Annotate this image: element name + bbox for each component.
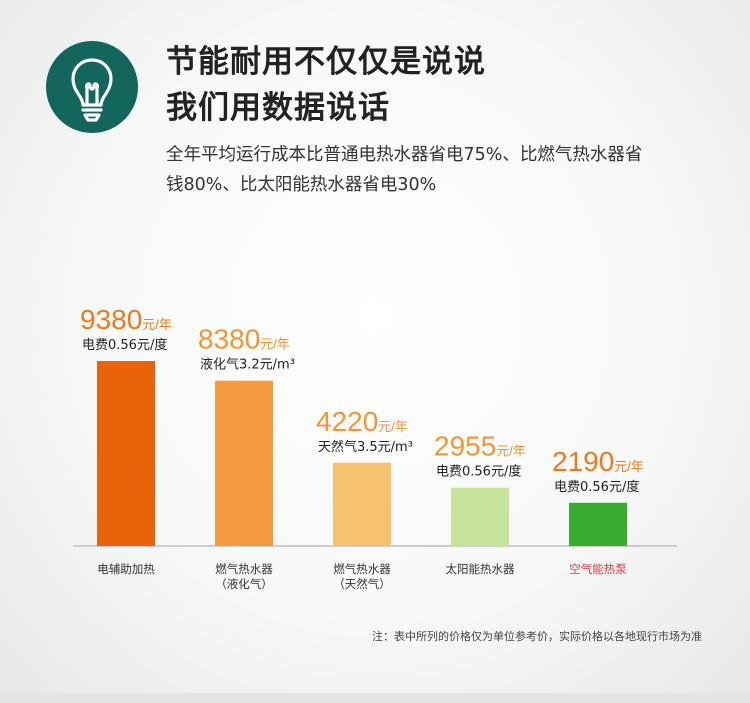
bar bbox=[569, 502, 627, 546]
page-title-line2: 我们用数据说话 bbox=[166, 90, 390, 126]
data-label: 4220元/年 bbox=[316, 406, 408, 437]
category-label: 电辅助加热 bbox=[97, 562, 155, 576]
price-note-label: 电费0.56元/度 bbox=[436, 464, 521, 480]
price-note-label: 电费0.56元/度 bbox=[82, 337, 167, 353]
data-label: 8380元/年 bbox=[198, 324, 290, 355]
category-label: 燃气热水器 bbox=[333, 562, 391, 576]
category-label: 空气能热泵 bbox=[569, 562, 627, 576]
bar bbox=[333, 462, 391, 546]
price-note-label: 液化气3.2元/m³ bbox=[200, 357, 295, 373]
data-label: 2955元/年 bbox=[434, 431, 526, 462]
bar bbox=[97, 361, 155, 546]
bar bbox=[215, 380, 273, 546]
lightbulb-icon bbox=[71, 58, 113, 122]
lightbulb-logo bbox=[46, 41, 138, 133]
category-label: 太阳能热水器 bbox=[446, 562, 515, 576]
bottom-band bbox=[0, 693, 750, 703]
page-title-line1: 节能耐用不仅仅是说说 bbox=[166, 44, 486, 80]
footnote: 注：表中所列的价格仅为单位参考价，实际价格以各地现行市场为准 bbox=[372, 630, 702, 643]
category-label: 燃气热水器 bbox=[215, 562, 273, 576]
category-label: （液化气） bbox=[215, 577, 273, 591]
price-note-label: 电费0.56元/度 bbox=[554, 479, 639, 495]
bar bbox=[451, 487, 509, 546]
data-label: 2190元/年 bbox=[552, 446, 644, 477]
data-label: 9380元/年 bbox=[80, 304, 172, 335]
category-label: （天然气） bbox=[333, 577, 391, 591]
subtitle: 全年平均运行成本比普通电热水器省电75%、比燃气热水器省钱80%、比太阳能热水器… bbox=[166, 145, 643, 195]
price-note-label: 天然气3.5元/m³ bbox=[318, 439, 413, 455]
